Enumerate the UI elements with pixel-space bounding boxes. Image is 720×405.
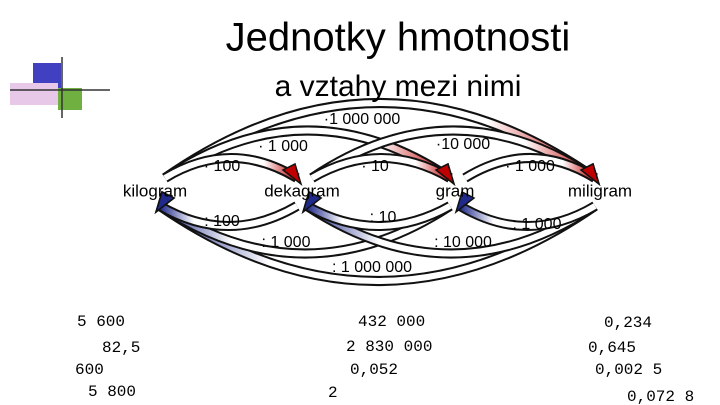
op-label: ·1 000 000: [324, 111, 401, 128]
op-label: : 10 000: [434, 234, 492, 251]
arrow: [305, 203, 452, 229]
arrow: [158, 203, 452, 257]
op-label: : 100: [204, 213, 240, 230]
unit: dekagram: [264, 181, 340, 200]
multiply-labels: ·1 000 000 · 1 000 ·10 000 · 100 · 10 · …: [204, 111, 555, 175]
op-label: · 10: [361, 158, 389, 175]
arrow: [305, 203, 597, 257]
number: 432 000: [358, 313, 425, 331]
number: 2 830 000: [346, 338, 432, 356]
number: 0,052: [350, 361, 398, 379]
arrow: [458, 203, 597, 229]
arrow: [281, 162, 303, 187]
number: 5 600: [77, 313, 125, 331]
op-label: · 1 000: [258, 138, 308, 155]
arrow: [154, 190, 176, 215]
number: 0,645: [588, 339, 636, 357]
op-label: : 1 000 000: [332, 259, 412, 276]
op-label: : 10: [370, 209, 397, 226]
op-label: : 1 000: [262, 234, 311, 251]
arrows: [154, 98, 601, 286]
decoration: [10, 57, 110, 118]
number: 2: [328, 384, 338, 402]
title: Jednotky hmotnosti: [226, 16, 571, 60]
subtitle: a vztahy mezi nimi: [275, 70, 522, 103]
number: 600: [75, 361, 104, 379]
unit: miligram: [568, 181, 632, 200]
unit: kilogram: [123, 181, 187, 200]
op-label: : 1 000: [513, 216, 562, 233]
op-label: · 100: [204, 158, 241, 175]
unit: gram: [436, 181, 475, 200]
divide-labels: : 100 : 10 : 1 000 : 1 000 : 10 000 : 1 …: [204, 209, 561, 276]
arrow: [454, 190, 476, 215]
arrow: [579, 162, 601, 187]
exercise-middle: 432 000 2 830 000 0,052 2: [328, 313, 432, 402]
op-label: · 1 000: [505, 158, 555, 175]
number: 0,234: [604, 314, 652, 332]
arrow: [158, 203, 299, 229]
exercise-left: 5 600 82,5 600 5 800: [75, 313, 140, 401]
op-label: ·10 000: [436, 136, 490, 153]
number: 0,072 8: [627, 388, 694, 405]
number: 82,5: [102, 339, 140, 357]
exercise-right: 0,234 0,645 0,002 5 0,072 8: [588, 314, 694, 405]
arrow: [434, 162, 456, 187]
arrow: [301, 190, 323, 215]
arrow: [310, 155, 452, 181]
number: 0,002 5: [595, 361, 662, 379]
number: 5 800: [88, 383, 136, 401]
units: kilogram dekagram gram miligram: [123, 181, 632, 200]
